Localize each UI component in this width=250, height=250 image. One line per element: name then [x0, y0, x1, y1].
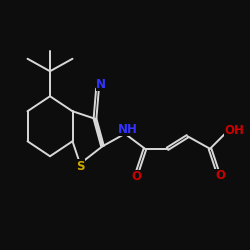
Text: O: O: [131, 170, 141, 183]
Text: S: S: [76, 160, 84, 173]
Text: N: N: [96, 78, 106, 91]
Text: OH: OH: [224, 124, 244, 136]
Text: O: O: [215, 169, 225, 182]
Text: NH: NH: [118, 123, 138, 136]
